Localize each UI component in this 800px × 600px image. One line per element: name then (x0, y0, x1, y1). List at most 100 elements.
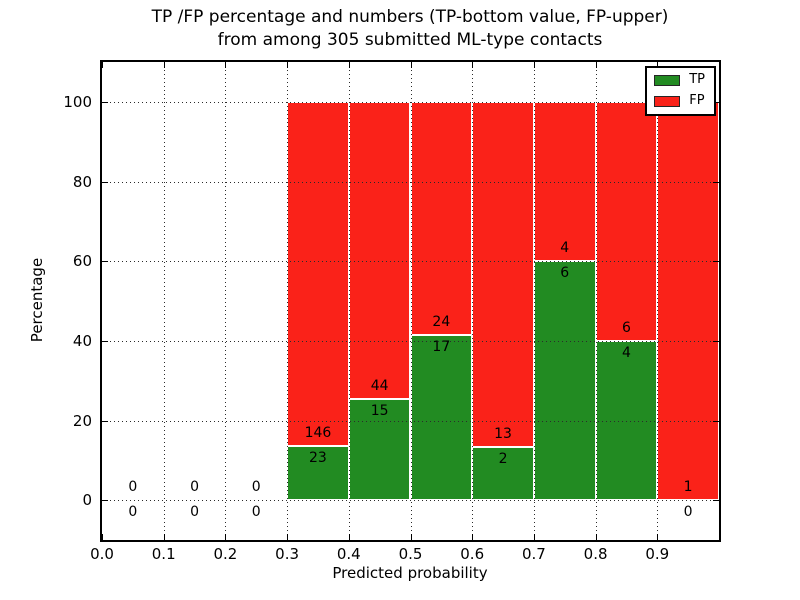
legend-label-tp: TP (689, 72, 705, 87)
y-tick-mark (102, 181, 108, 183)
x-tick-mark (348, 62, 350, 68)
fp-count-label: 13 (494, 426, 512, 443)
fp-count-label: 6 (621, 319, 631, 336)
y-tick-label: 100 (63, 92, 92, 111)
tp-count-label: 2 (498, 451, 508, 468)
x-tick-label: 0.8 (583, 545, 608, 563)
fp-bar-segment (348, 101, 411, 399)
x-tick-mark (287, 534, 289, 540)
tp-count-label: 0 (251, 504, 261, 521)
y-tick-mark (713, 261, 719, 263)
tp-count-label: 23 (309, 449, 327, 466)
x-axis-label: Predicted probability (332, 564, 488, 582)
fp-bar-segment (657, 101, 719, 501)
x-tick-mark (102, 534, 103, 540)
x-tick-mark (657, 62, 659, 68)
chart-title-line2: from among 305 submitted ML-type contact… (217, 30, 603, 50)
x-tick-mark (595, 534, 597, 540)
x-tick-label: 0.5 (398, 545, 423, 563)
x-tick-mark (657, 534, 659, 540)
tp-count-label: 4 (621, 344, 631, 361)
y-tick-mark (102, 261, 108, 263)
y-tick-mark (713, 181, 719, 183)
fp-bar-segment (595, 101, 658, 341)
fp-bar-segment (533, 101, 596, 262)
x-tick-mark (163, 534, 165, 540)
x-gridline (410, 62, 412, 540)
fp-count-label: 44 (370, 377, 389, 394)
x-tick-label: 0.6 (460, 545, 485, 563)
y-tick-label: 40 (72, 331, 92, 350)
y-tick-label: 80 (72, 172, 92, 191)
x-tick-mark (225, 62, 227, 68)
x-gridline (595, 62, 597, 540)
fp-count-label: 146 (304, 424, 332, 441)
x-gridline (657, 62, 659, 540)
fp-count-label: 0 (251, 479, 261, 496)
tp-bar-segment (410, 335, 473, 501)
y-tick-mark (102, 340, 108, 342)
legend: TP FP (645, 66, 716, 116)
y-tick-label: 0 (82, 491, 92, 510)
y-tick-label: 60 (72, 252, 92, 271)
x-tick-mark (472, 534, 474, 540)
fp-count-label: 4 (560, 240, 570, 257)
y-tick-mark (713, 340, 719, 342)
x-tick-label: 0.0 (90, 545, 114, 563)
y-tick-mark (713, 500, 719, 502)
chart-title: TP /FP percentage and numbers (TP-bottom… (101, 6, 719, 52)
x-tick-mark (410, 534, 412, 540)
x-tick-mark (410, 62, 412, 68)
fp-bar-segment (410, 101, 473, 335)
tp-count-label: 17 (432, 339, 451, 356)
x-tick-label: 0.3 (275, 545, 300, 563)
tp-bar-segment (533, 261, 596, 501)
x-gridline (533, 62, 535, 540)
plot-area: TP FP 0 0 0 0 0 0 146 23 44 15 24 17 13 2 4 6 6 4 1 0 (100, 60, 721, 542)
fp-color-swatch (654, 95, 681, 107)
tp-bar-segment (287, 445, 349, 501)
x-tick-label: 0.1 (151, 545, 176, 563)
y-tick-mark (102, 500, 108, 502)
y-tick-mark (102, 101, 108, 103)
legend-item-tp: TP (654, 73, 705, 87)
tp-count-label: 0 (683, 504, 693, 521)
legend-item-fp: FP (654, 94, 705, 108)
tp-count-label: 6 (560, 265, 570, 282)
x-tick-label: 0.9 (645, 545, 670, 563)
x-gridline (472, 62, 474, 540)
x-tick-mark (102, 62, 103, 68)
x-tick-mark (533, 62, 535, 68)
y-tick-label: 20 (72, 411, 92, 430)
x-tick-mark (472, 62, 474, 68)
x-tick-label: 0.2 (213, 545, 238, 563)
fp-count-label: 0 (190, 479, 200, 496)
x-gridline (163, 62, 165, 540)
y-axis-label: Percentage (28, 257, 46, 343)
x-tick-mark (163, 62, 165, 68)
x-tick-label: 0.7 (521, 545, 546, 563)
tp-bar-segment (348, 398, 411, 501)
x-gridline (287, 62, 289, 540)
tp-color-swatch (654, 74, 681, 86)
fp-bar-segment (287, 101, 349, 446)
x-tick-mark (595, 62, 597, 68)
x-gridline (348, 62, 350, 540)
legend-label-fp: FP (689, 93, 705, 108)
x-tick-mark (225, 534, 227, 540)
x-tick-label: 0.4 (336, 545, 361, 563)
x-tick-mark (287, 62, 289, 68)
chart-title-line1: TP /FP percentage and numbers (TP-bottom… (151, 7, 669, 27)
x-gridline (225, 62, 227, 540)
tp-count-label: 0 (128, 504, 138, 521)
fp-count-label: 0 (128, 479, 138, 496)
tp-count-label: 15 (370, 402, 389, 419)
fp-bar-segment (472, 101, 534, 448)
fp-count-label: 1 (683, 479, 693, 496)
y-tick-mark (102, 420, 108, 422)
fp-count-label: 24 (432, 314, 451, 331)
tp-count-label: 0 (190, 504, 200, 521)
y-tick-mark (713, 420, 719, 422)
y-tick-mark (713, 101, 719, 103)
